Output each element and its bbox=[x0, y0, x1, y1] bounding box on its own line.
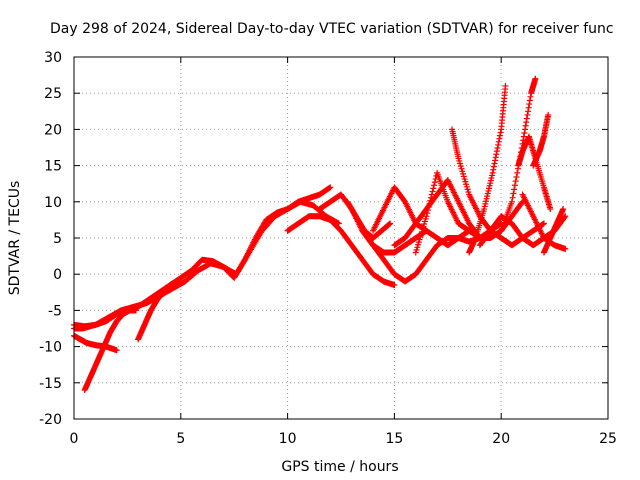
data-point bbox=[522, 122, 529, 129]
data-point bbox=[520, 133, 527, 140]
data-point bbox=[431, 182, 438, 189]
data-point bbox=[560, 206, 567, 213]
y-axis-label: SDTVAR / TECUs bbox=[7, 181, 23, 296]
data-point bbox=[173, 278, 180, 285]
data-point bbox=[132, 307, 139, 314]
series-trace-3 bbox=[71, 332, 120, 354]
data-point bbox=[509, 194, 516, 201]
data-point bbox=[425, 203, 432, 210]
data-point bbox=[431, 179, 438, 186]
x-tick-label: 5 bbox=[176, 431, 185, 447]
series-trace-2 bbox=[71, 198, 342, 332]
data-point bbox=[497, 129, 504, 136]
series-trace-6 bbox=[284, 213, 398, 289]
y-tick-label: -10 bbox=[39, 340, 62, 356]
data-point bbox=[423, 213, 430, 220]
data-point bbox=[491, 160, 498, 167]
data-point bbox=[327, 184, 334, 191]
series-trace-5 bbox=[135, 278, 180, 343]
data-point bbox=[427, 197, 434, 204]
data-point bbox=[525, 108, 532, 115]
data-point bbox=[540, 220, 547, 227]
data-point bbox=[490, 163, 497, 170]
data-point bbox=[523, 119, 530, 126]
y-tick-label: 30 bbox=[44, 50, 62, 66]
data-point bbox=[490, 166, 497, 173]
data-point bbox=[493, 148, 500, 155]
data-point bbox=[525, 104, 532, 111]
data-point bbox=[562, 245, 569, 252]
data-point bbox=[526, 97, 533, 104]
data-point bbox=[495, 138, 502, 145]
chart-title: Day 298 of 2024, Sidereal Day-to-day VTE… bbox=[50, 21, 614, 37]
data-point bbox=[512, 178, 519, 185]
data-point bbox=[514, 169, 521, 176]
x-tick-label: 15 bbox=[385, 431, 403, 447]
x-tick-label: 0 bbox=[70, 431, 79, 447]
data-point bbox=[526, 101, 533, 108]
y-tick-label: 10 bbox=[44, 195, 62, 211]
y-tick-label: -5 bbox=[48, 303, 62, 319]
data-point bbox=[547, 206, 554, 213]
series-trace-14 bbox=[466, 82, 509, 256]
y-tick-label: 0 bbox=[53, 267, 62, 283]
data-point bbox=[496, 135, 503, 142]
data-point bbox=[428, 191, 435, 198]
data-point bbox=[522, 126, 529, 133]
data-point bbox=[493, 151, 500, 158]
y-tick-label: -15 bbox=[39, 376, 62, 392]
data-point bbox=[513, 173, 520, 180]
data-point bbox=[496, 132, 503, 139]
data-point bbox=[532, 75, 539, 82]
data-point bbox=[524, 111, 531, 118]
data-point bbox=[428, 194, 435, 201]
data-point bbox=[523, 115, 530, 122]
data-point bbox=[429, 188, 436, 195]
series-trace-13 bbox=[449, 126, 547, 249]
data-point bbox=[508, 198, 515, 205]
data-point bbox=[511, 182, 518, 189]
data-point bbox=[424, 210, 431, 217]
data-point bbox=[521, 130, 528, 137]
y-tick-label: 15 bbox=[44, 159, 62, 175]
data-point bbox=[492, 154, 499, 161]
data-point bbox=[430, 185, 437, 192]
x-tick-label: 25 bbox=[599, 431, 617, 447]
y-tick-label: -20 bbox=[39, 412, 62, 428]
data-point bbox=[545, 111, 552, 118]
x-tick-label: 20 bbox=[492, 431, 510, 447]
data-point bbox=[492, 157, 499, 164]
data-point bbox=[387, 220, 394, 227]
data-point bbox=[495, 141, 502, 148]
y-tick-label: 25 bbox=[44, 86, 62, 102]
data-point bbox=[511, 186, 518, 193]
y-tick-label: 5 bbox=[53, 231, 62, 247]
data-point bbox=[561, 214, 568, 221]
series-trace-19 bbox=[530, 111, 552, 169]
data-point bbox=[424, 207, 431, 214]
series-trace-4 bbox=[81, 307, 139, 394]
x-axis-label: GPS time / hours bbox=[281, 459, 398, 475]
data-point bbox=[510, 190, 517, 197]
y-tick-label: 20 bbox=[44, 122, 62, 138]
data-point bbox=[562, 213, 569, 220]
series-trace-17 bbox=[515, 133, 554, 213]
data-point bbox=[391, 282, 398, 289]
series-group bbox=[71, 75, 569, 394]
data-point bbox=[489, 169, 496, 176]
x-tick-label: 10 bbox=[279, 431, 297, 447]
data-point bbox=[527, 93, 534, 100]
data-point bbox=[502, 82, 509, 89]
ticks: 0 5 10 15 20 25 -20 -15 -10 -5 0 5 10 15 20 25 30 bbox=[39, 50, 617, 447]
series-trace-20 bbox=[540, 206, 567, 256]
data-point bbox=[494, 145, 501, 152]
data-point bbox=[113, 347, 120, 354]
data-point bbox=[426, 200, 433, 207]
